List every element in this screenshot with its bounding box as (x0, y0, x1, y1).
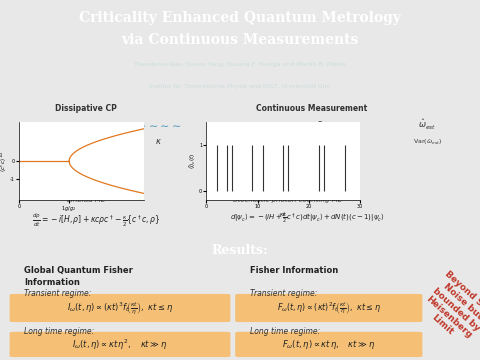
Text: Linblad ME: Linblad ME (67, 197, 106, 203)
Text: Processor: Processor (318, 121, 354, 130)
Text: Beyond Shot
Noise but
bounded by
Heisenberg
Limit: Beyond Shot Noise but bounded by Heisenb… (415, 269, 480, 350)
Text: Stochastic photon counting ME: Stochastic photon counting ME (233, 197, 343, 203)
Text: Var$(\hat{\omega}_{est})$: Var$(\hat{\omega}_{est})$ (413, 137, 442, 147)
Text: Continuous Measurement: Continuous Measurement (256, 104, 368, 113)
X-axis label: $\kappa t$: $\kappa t$ (279, 210, 287, 219)
Text: Global Quantum Fisher
Information: Global Quantum Fisher Information (24, 266, 133, 287)
Text: $F_\omega(t,\eta) \propto (\kappa t)^2 f_t\!\left(\frac{\kappa t}{\eta}\right),\: $F_\omega(t,\eta) \propto (\kappa t)^2 f… (277, 300, 381, 316)
Text: $\sim\!\sim\!\sim\!\sim$: $\sim\!\sim\!\sim\!\sim$ (134, 121, 182, 130)
Text: $d|\psi_c\rangle = -(iH+\frac{\kappa}{2}c^\dagger c)dt|\psi_c\rangle + dN(t)(c-1: $d|\psi_c\rangle = -(iH+\frac{\kappa}{2}… (230, 212, 384, 226)
Text: $\longrightarrow$: $\longrightarrow$ (241, 121, 258, 130)
Y-axis label: $\langle\hat{c}^\dagger\hat{c}\rangle^{1/2}$: $\langle\hat{c}^\dagger\hat{c}\rangle^{1… (0, 150, 9, 172)
Text: $I_\omega(t,\eta) \propto (\kappa t)^3 f_t\!\left(\frac{\kappa t}{\eta}\right),\: $I_\omega(t,\eta) \propto (\kappa t)^3 f… (67, 300, 173, 316)
Text: Results:: Results: (212, 244, 268, 257)
Text: Transient regime:: Transient regime: (250, 289, 317, 298)
FancyBboxPatch shape (235, 332, 422, 357)
Text: via Continuous Measurements: via Continuous Measurements (121, 33, 359, 47)
Text: $\frac{d\rho}{dt} = -i[H,\rho] + \kappa c\rho c^\dagger - \frac{\kappa}{2}\{c^\d: $\frac{d\rho}{dt} = -i[H,\rho] + \kappa … (32, 212, 160, 229)
FancyBboxPatch shape (10, 332, 230, 357)
Text: $F_\omega(t,\eta) \propto \kappa t\,\eta,\quad \kappa t \gg \eta$: $F_\omega(t,\eta) \propto \kappa t\,\eta… (282, 338, 375, 351)
Text: Long time regime:: Long time regime: (24, 327, 94, 336)
Text: $I_\omega(t,\eta) \propto \kappa t\,\eta^2,\quad \kappa t \gg \eta$: $I_\omega(t,\eta) \propto \kappa t\,\eta… (72, 337, 168, 352)
Text: Transient regime:: Transient regime: (24, 289, 91, 298)
Text: $\theta = \omega$: $\theta = \omega$ (43, 121, 63, 130)
FancyBboxPatch shape (235, 294, 422, 322)
Text: Fisher Information: Fisher Information (250, 266, 338, 275)
Y-axis label: $\langle\hat{I}\rangle_c(t)$: $\langle\hat{I}\rangle_c(t)$ (187, 153, 198, 169)
Text: Institut für Theoretische Physik and IQST, Universität Ulm: Institut für Theoretische Physik and IQS… (149, 84, 331, 89)
Text: $D(t,b)$: $D(t,b)$ (238, 136, 261, 147)
FancyBboxPatch shape (10, 294, 230, 322)
Text: Long time regime:: Long time regime: (250, 327, 320, 336)
Text: Theodoros Ilias, Dayou Yang, Susana F. Huelga and Martin B. Plenio: Theodoros Ilias, Dayou Yang, Susana F. H… (134, 62, 346, 67)
Text: $\hat{\omega}_{est}$: $\hat{\omega}_{est}$ (418, 118, 436, 132)
Text: $\kappa$: $\kappa$ (155, 138, 162, 147)
Text: Criticality Enhanced Quantum Metrology: Criticality Enhanced Quantum Metrology (79, 11, 401, 25)
Text: Dissipative CP: Dissipative CP (56, 104, 117, 113)
